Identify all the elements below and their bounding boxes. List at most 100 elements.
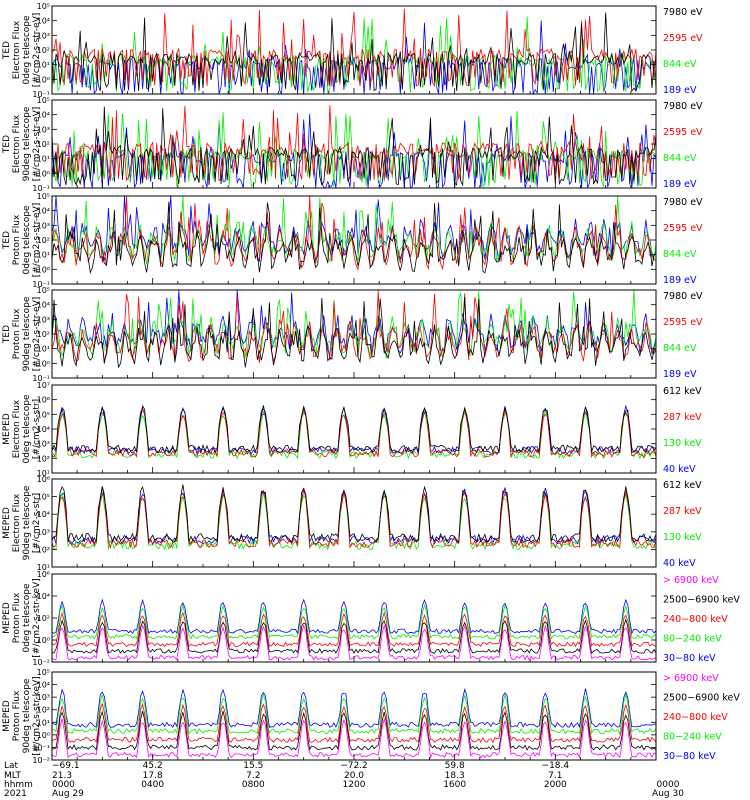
footer-cell: 21.3 [52,771,72,781]
y-tick-label: 10² [37,140,50,149]
y-tick-label: 10⁴ [37,425,50,434]
y-tick-label: 10⁵ [37,96,50,105]
legend-entry: 844 eV [663,153,697,164]
legend-entry: 80−240 keV [663,634,722,645]
y-tick-label: 10² [37,706,50,715]
y-tick-label: 10⁰ [37,265,50,274]
panel-ylabel: MEPEDElectron Flux90deg telescope[#/cm2-… [2,485,42,560]
y-tick-label: 10⁰ [37,731,50,740]
legend-entry: 7980 eV [663,291,703,302]
legend-entry: 7980 eV [663,7,703,18]
y-tick-label: 10⁶ [37,570,50,579]
legend-entry: 2595 eV [663,33,703,44]
y-tick-label: 10³ [37,693,50,702]
footer-cell: 0800 [242,780,265,790]
series-line-612-kev [52,484,656,544]
footer-cell: −18.4 [542,761,570,771]
legend-entry: 612 keV [663,480,702,491]
footer-row-label: 2021 [4,789,27,799]
panel-ylabel: TEDElectron Flux0deg telescope[#/cm2-s-s… [2,13,42,88]
panel-ylabel: MEPEDProton Flux0deg telescope[#/cm2-s-s… [2,578,42,657]
series-line-80-240-kev [52,603,656,640]
series-line-240-800-kev [52,702,656,744]
y-tick-label: 10⁴ [37,111,50,120]
y-tick-label: 10⁵ [37,668,50,677]
footer-cell: −72.2 [340,761,368,771]
y-tick-label: 10⁶ [37,396,50,405]
series-line-2500-6900-kev [52,618,656,655]
y-tick-label: 10² [37,330,50,339]
legend-entry: 240−800 keV [663,614,728,625]
legend-entry: 2595 eV [663,127,703,138]
legend-entry: 2595 eV [663,223,703,234]
y-tick-label: 10⁻² [32,756,50,765]
y-tick-label: 10⁻¹ [32,184,50,193]
panel-ylabel: TEDProton Flux0deg telescope[#/cm2-s-str… [2,203,42,278]
footer-cell: 0000 [657,780,680,790]
y-tick-label: 10⁰ [37,636,50,645]
footer-cell: 17.8 [143,771,163,781]
y-tick-label: 10⁵ [37,2,50,11]
series-line-30-80-kev [52,598,656,635]
panel-5: 10¹ 10² 10³ 10⁴ 10⁵ 10⁶ 10⁷ MEPEDElectron Flux0… [2,381,702,478]
y-tick-label: 10¹ [37,155,50,164]
legend-entry: 612 keV [663,386,702,397]
panel-ylabel: TEDProton Flux90deg telescope[#/cm2-s-st… [2,296,42,371]
legend-entry: 130 keV [663,438,702,449]
y-tick-label: 10⁻¹ [32,374,50,383]
legend-entry: 7980 eV [663,197,703,208]
y-tick-label: 10³ [37,315,50,324]
series-line-2595-ev [52,105,656,182]
series-line-80-240-kev [52,693,656,735]
legend-entry: 30−80 keV [663,751,716,762]
series-line-130-kev [52,491,656,551]
footer-cell: Aug 30 [652,789,684,799]
panel-ylabel: MEPEDElectron Flux0deg telescope[#/cm2-s… [2,394,42,464]
footer-cell: 7.1 [548,771,562,781]
legend-entry: 40 keV [663,464,696,475]
footer-cell: 1600 [443,780,466,790]
y-tick-label: 10² [37,545,50,554]
y-tick-label: 10⁵ [37,192,50,201]
panel-3: 10⁻¹ 10⁰ 10¹ 10² 10³ 10⁴ 10⁵ TEDProton Flux0deg… [2,192,703,289]
y-tick-label: 10⁴ [37,301,50,310]
y-tick-label: 10⁵ [37,493,50,502]
footer-cell: 1200 [343,780,366,790]
legend-entry: 189 eV [663,275,697,286]
series-line-40-kev [52,486,656,545]
legend-entry: 2500−6900 keV [663,693,740,704]
y-tick-label: 10³ [37,528,50,537]
legend-entry: 30−80 keV [663,653,716,664]
y-tick-label: 10¹ [37,345,50,354]
legend-entry: 844 eV [663,59,697,70]
legend-entry: 844 eV [663,343,697,354]
y-tick-label: 10⁻¹ [32,743,50,752]
panel-ylabel: TEDElectron Flux90deg telescope[#/cm2-s-… [2,106,42,181]
series-line-7980-ev [52,201,656,274]
y-tick-label: 10⁻² [32,658,50,667]
series-line-30-80-kev [52,688,656,729]
y-tick-label: 10¹ [37,718,50,727]
panel-frame [51,573,657,663]
footer-cell: 45.2 [143,761,163,771]
footer-cell: 0400 [141,780,164,790]
y-tick-label: 10¹ [37,251,50,260]
legend-entry: 189 eV [663,179,697,190]
footer-cell: 2000 [544,780,567,790]
series-line-240-800-kev [52,611,656,648]
legend-entry: 844 eV [663,249,697,260]
footer-cell: 15.5 [243,761,263,771]
y-tick-label: 10⁴ [37,681,50,690]
series-line-2595-ev [52,196,656,271]
series-line-2595-ev [52,290,656,363]
y-tick-label: 10³ [37,440,50,449]
y-tick-label: 10¹ [37,563,50,572]
panel-frame [51,671,657,761]
series-line-287-kev [52,488,656,549]
footer-cell: 0000 [52,780,75,790]
series-line-844-ev [52,110,656,188]
